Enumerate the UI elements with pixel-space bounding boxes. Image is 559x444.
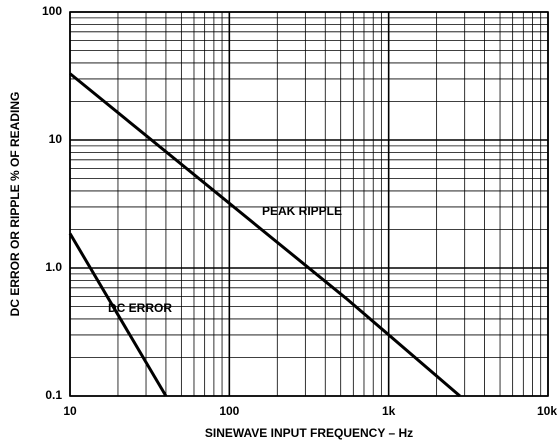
y-tick-label: 10 <box>49 132 63 146</box>
series-line <box>68 232 168 397</box>
x-axis-label: SINEWAVE INPUT FREQUENCY – Hz <box>205 426 413 440</box>
y-tick-label: 100 <box>42 4 62 18</box>
x-tick-label: 10k <box>537 404 557 418</box>
x-tick-label: 1k <box>382 404 396 418</box>
y-tick-label: 0.1 <box>45 388 62 402</box>
series-line <box>69 72 461 398</box>
series-label: PEAK RIPPLE <box>262 204 342 218</box>
y-axis-label: DC ERROR OR RIPPLE % OF READING <box>8 92 22 317</box>
x-tick-label: 100 <box>219 404 239 418</box>
series-label: DC ERROR <box>108 301 172 315</box>
x-tick-label: 10 <box>63 404 77 418</box>
plot-frame <box>69 11 549 397</box>
y-tick-label: 1.0 <box>45 260 62 274</box>
